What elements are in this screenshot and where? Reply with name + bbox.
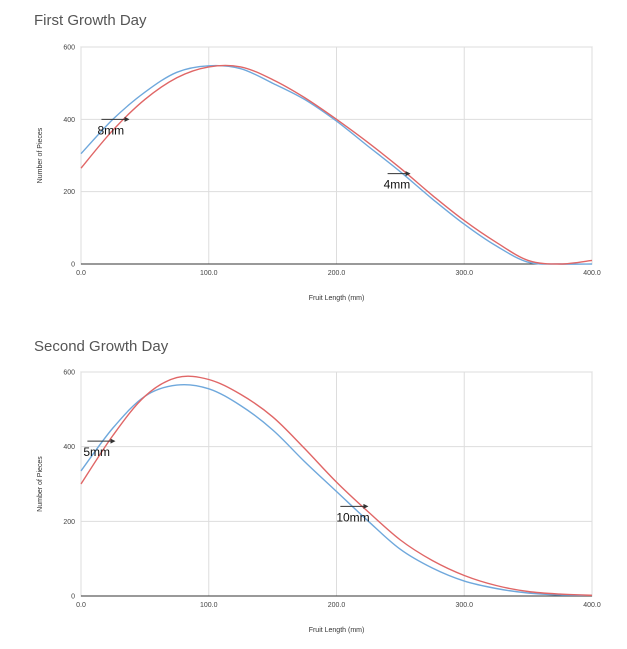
x-tick-label: 400.0 bbox=[583, 602, 601, 609]
x-tick-label: 300.0 bbox=[455, 602, 473, 609]
x-tick-label: 100.0 bbox=[200, 602, 218, 609]
y-tick-label: 400 bbox=[63, 117, 75, 124]
y-axis-label: Number of Pieces bbox=[37, 127, 44, 183]
y-tick-label: 400 bbox=[63, 444, 75, 451]
series-line-1 bbox=[80, 383, 593, 596]
annotation-label: 5mm bbox=[83, 445, 110, 459]
x-axis-label: Fruit Length (mm) bbox=[309, 627, 365, 634]
annotation-label: 4mm bbox=[384, 178, 411, 192]
x-axis-label: Fruit Length (mm) bbox=[309, 295, 365, 302]
y-tick-label: 200 bbox=[63, 519, 75, 526]
y-tick-label: 200 bbox=[63, 189, 75, 196]
x-tick-label: 100.0 bbox=[200, 270, 218, 277]
x-tick-label: 200.0 bbox=[328, 602, 346, 609]
x-tick-label: 400.0 bbox=[583, 270, 601, 277]
y-tick-label: 600 bbox=[63, 370, 75, 377]
y-tick-label: 0 bbox=[71, 262, 75, 269]
y-tick-label: 600 bbox=[63, 45, 75, 52]
chart-1: 0.0 100.0 200.0 300.0 400.0 0 200 400 600 Fruit L… bbox=[37, 45, 601, 303]
y-tick-label: 0 bbox=[71, 594, 75, 601]
series-line-2 bbox=[80, 375, 593, 596]
y-axis-label: Number of Pieces bbox=[37, 456, 44, 512]
chart-1-title: First Growth Day bbox=[34, 12, 147, 29]
annotation-arrow-head bbox=[405, 171, 411, 177]
x-tick-label: 300.0 bbox=[455, 270, 473, 277]
series-line-2 bbox=[80, 64, 593, 265]
chart-2-title: Second Growth Day bbox=[34, 338, 169, 355]
annotation-label: 8mm bbox=[97, 123, 124, 137]
x-tick-label: 0.0 bbox=[76, 602, 86, 609]
series-line-1 bbox=[80, 64, 593, 265]
x-tick-label: 0.0 bbox=[76, 270, 86, 277]
chart-2: 0.0 100.0 200.0 300.0 400.0 0 200 400 600 Fruit L… bbox=[37, 370, 601, 635]
annotation-arrow-head bbox=[363, 503, 369, 509]
annotation-arrow-head bbox=[124, 116, 130, 122]
annotation-label: 10mm bbox=[336, 510, 369, 524]
annotation-arrow-head bbox=[110, 438, 116, 444]
x-tick-label: 200.0 bbox=[328, 270, 346, 277]
